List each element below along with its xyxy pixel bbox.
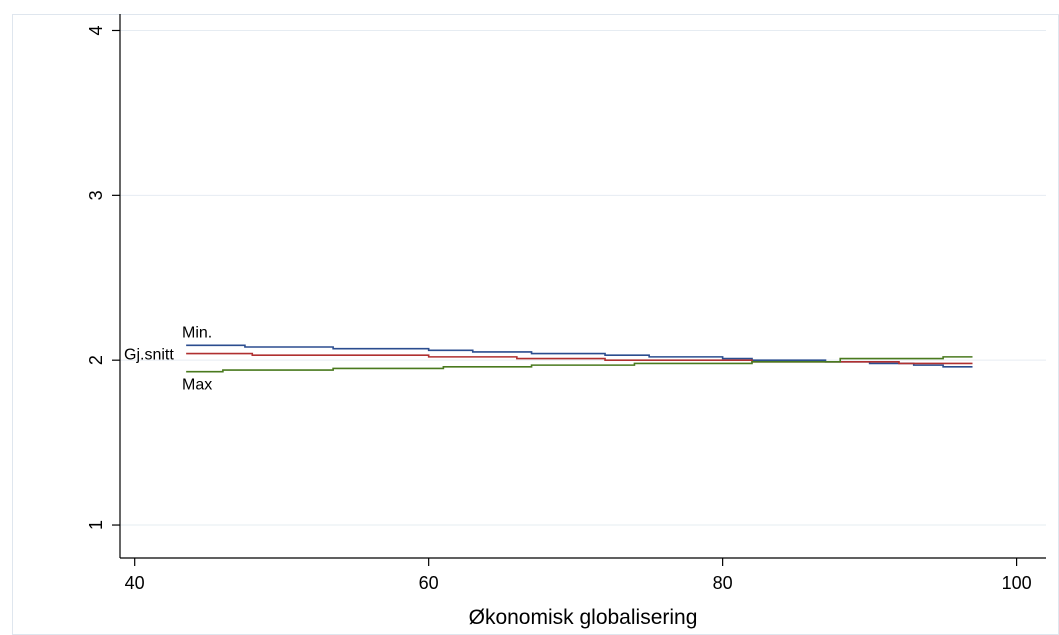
y-tick-label-2: 2	[86, 355, 106, 365]
x-tick-label-80: 80	[713, 573, 733, 593]
series-label-0: Min.	[182, 324, 212, 341]
series-lines	[186, 344, 973, 373]
gridlines	[120, 29, 1046, 526]
x-tick-label-60: 60	[419, 573, 439, 593]
axes: 1 2 3 4 40 60 80 100	[86, 14, 1046, 593]
y-tick-label-1: 1	[86, 520, 106, 530]
series-label-1: Gj.snitt	[124, 347, 174, 364]
series-label-2: Max	[182, 377, 212, 394]
chart-frame	[12, 14, 1059, 635]
x-axis-title: Økonomisk globalisering	[469, 606, 698, 629]
series-labels: Min. Gj.snitt Max	[124, 324, 212, 393]
series-line-2	[186, 356, 973, 373]
x-tick-label-100: 100	[1002, 573, 1032, 593]
y-tick-label-4: 4	[86, 25, 106, 35]
y-tick-label-3: 3	[86, 190, 106, 200]
series-line-0	[186, 344, 973, 368]
series-line-1	[186, 352, 973, 365]
x-tick-label-40: 40	[125, 573, 145, 593]
